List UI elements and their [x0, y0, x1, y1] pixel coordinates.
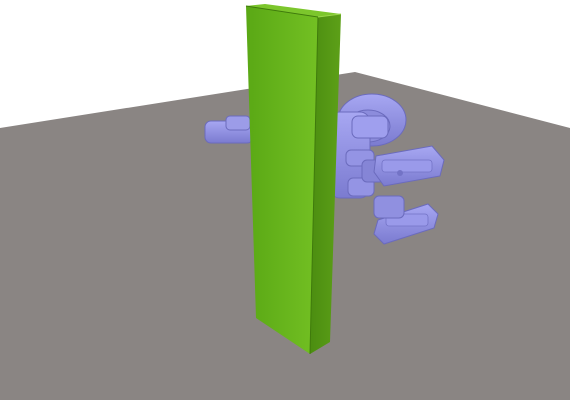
robot-gripper	[204, 93, 445, 245]
gripper-lower-finger	[373, 195, 439, 245]
slab-front-face	[246, 6, 318, 354]
gripper-upper-finger	[373, 145, 445, 187]
slab-top-face	[246, 4, 341, 17]
slab-side-face	[310, 14, 341, 354]
green-slab	[245, 4, 342, 355]
